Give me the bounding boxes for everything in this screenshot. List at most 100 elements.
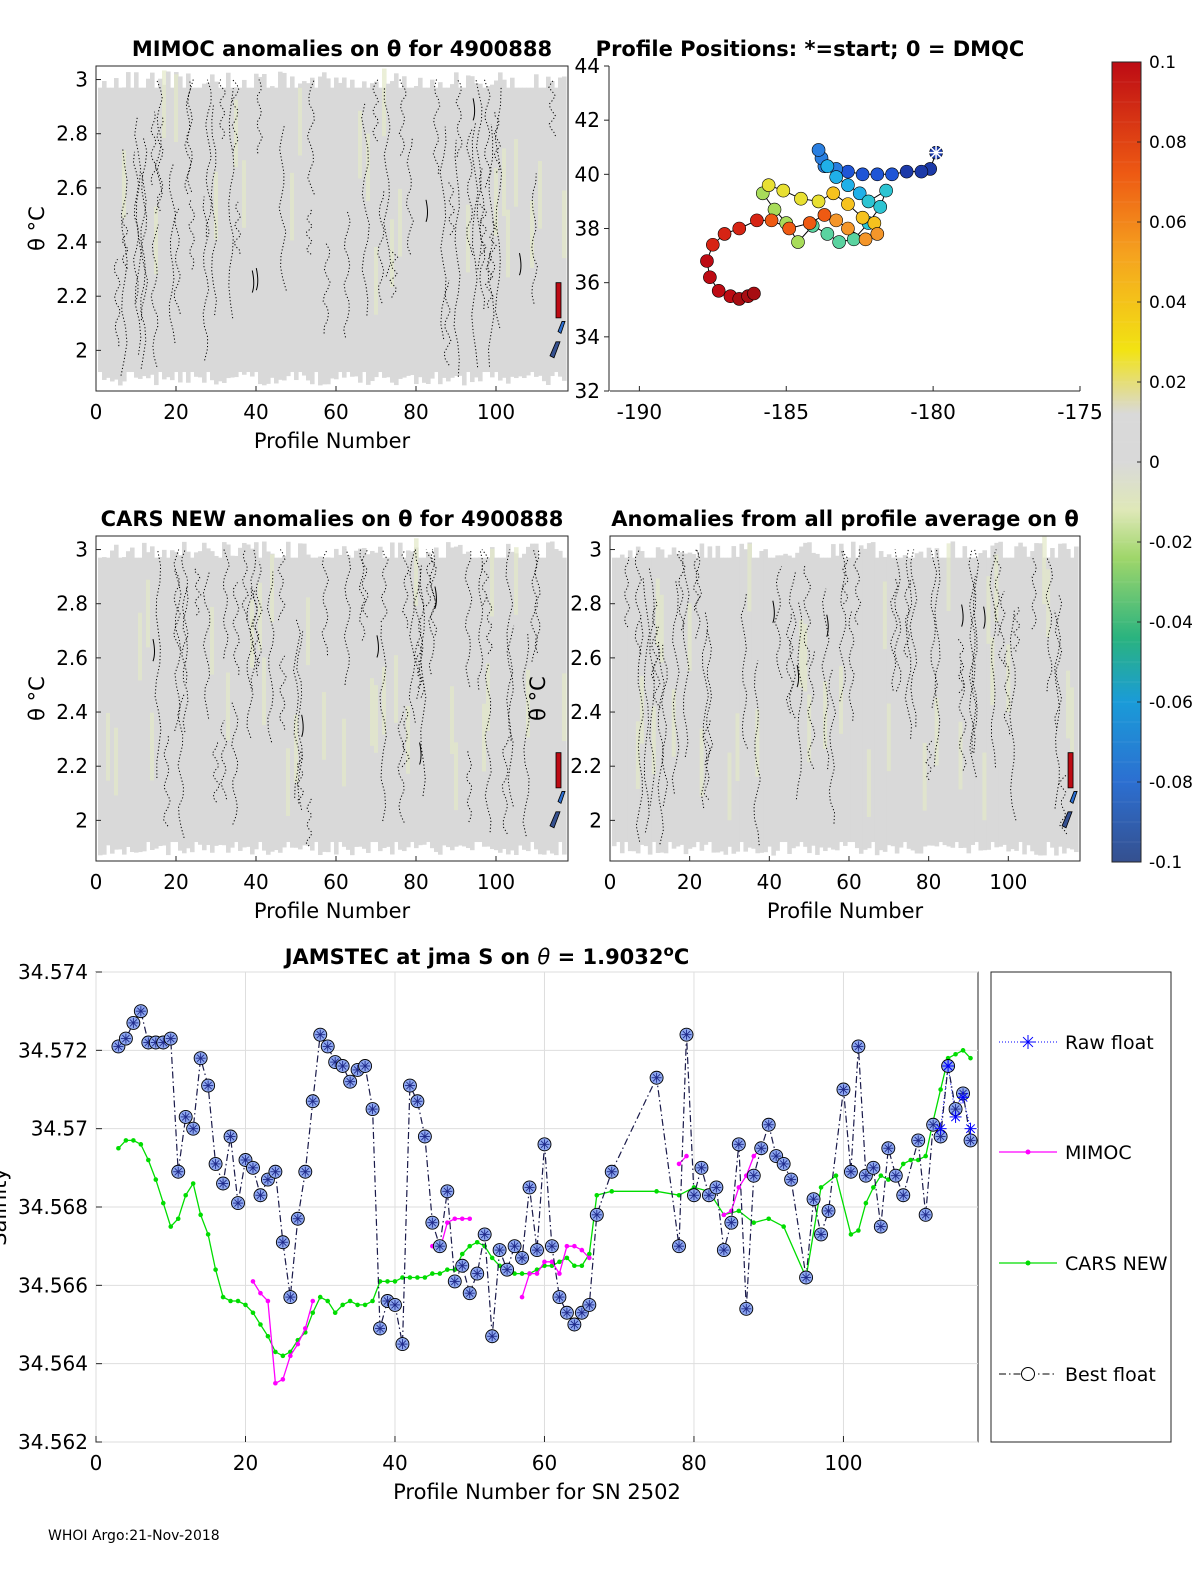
cars-new-point [430, 1271, 435, 1276]
cars-new-point [833, 1173, 839, 1178]
cars-new-point [736, 1208, 742, 1214]
y-tick-label: 2 [75, 338, 88, 362]
best-marker-star [488, 1332, 497, 1341]
field-column [186, 73, 191, 383]
field-column [775, 555, 780, 851]
best-marker-star [577, 1308, 586, 1317]
contour-dotted [372, 79, 379, 142]
field-column [715, 545, 721, 853]
field-column [886, 554, 892, 846]
contour-dotted [821, 588, 830, 770]
field-column [502, 79, 507, 378]
cars-new-point [355, 1302, 360, 1308]
best-float-point [268, 1164, 283, 1179]
colorbar-tick-label: -0.02 [1149, 533, 1193, 553]
field-tint [342, 718, 347, 787]
contour-dotted [506, 625, 515, 807]
field-column [1050, 548, 1055, 848]
field-column [554, 549, 559, 856]
contour-dotted [958, 660, 967, 771]
best-float-point [163, 1031, 178, 1046]
colorbar-tick-label: -0.1 [1149, 853, 1182, 873]
panel-cars: 0 20 40 60 80 100 2 2.2 2.4 2.6 2.8 3 CARS NEW anoma… [25, 507, 569, 923]
y-tick-label: 2 [75, 808, 88, 832]
best-marker-star [891, 1171, 900, 1180]
best-marker-star [450, 1277, 459, 1286]
raw-marker-star [936, 1124, 946, 1134]
best-float-point [851, 1039, 866, 1054]
field-column [438, 557, 443, 855]
field-column [735, 556, 741, 852]
field-column [1026, 556, 1031, 846]
x-tick-label: 80 [403, 870, 428, 894]
contour-dotted [249, 549, 258, 690]
field-column [334, 77, 339, 380]
y-tick-label: 36 [575, 271, 600, 295]
best-float-point [739, 1301, 754, 1316]
contour-dotted [246, 585, 254, 738]
best-marker-star [226, 1132, 235, 1141]
field-tint [382, 666, 387, 735]
cars-new-point [250, 1310, 256, 1316]
field-column [354, 87, 359, 377]
cars-new-point [751, 1220, 757, 1225]
field-column [342, 546, 347, 847]
best-float-point [709, 1180, 724, 1195]
raw-float-point [942, 1060, 955, 1072]
mimoc-point [684, 1153, 689, 1159]
contour-dotted [933, 549, 941, 767]
anomaly-blue [1061, 811, 1073, 829]
best-float-point [320, 1039, 335, 1054]
field-column [110, 87, 115, 382]
field-column [434, 87, 439, 373]
field-tint [946, 543, 952, 612]
field-column [358, 87, 363, 383]
cars-new-point [564, 1255, 570, 1261]
field-column [615, 557, 621, 843]
field-column [362, 547, 367, 849]
best-float-point [873, 1219, 888, 1234]
footer-credit: WHOI Argo:21-Nov-2018 [48, 1528, 220, 1544]
field-column [918, 551, 924, 854]
field-tint [1066, 670, 1071, 739]
allavg-title: Anomalies from all profile average on θ [611, 507, 1079, 531]
cars-new-point [422, 1275, 428, 1280]
field-column [878, 551, 884, 851]
best-marker-star [555, 1293, 564, 1301]
best-marker-star [465, 1289, 474, 1298]
field-column [354, 550, 359, 847]
best-marker-star [323, 1042, 332, 1051]
best-marker-star [734, 1140, 743, 1149]
field-column [906, 557, 912, 849]
field-column [138, 557, 143, 853]
field-tint [414, 538, 419, 606]
contour-dotted [484, 663, 492, 833]
raw-marker-star [965, 1124, 976, 1134]
field-column [787, 555, 792, 854]
contour-dotted [218, 79, 227, 140]
field-tint [655, 578, 661, 647]
field-tint [958, 721, 964, 790]
field-column [958, 557, 964, 848]
field-column [938, 557, 944, 843]
field-tint [803, 623, 808, 692]
field-tint [530, 200, 535, 268]
field-column [138, 87, 143, 379]
best-float-point [395, 1337, 410, 1352]
best-marker-star [189, 1124, 198, 1133]
field-column [194, 552, 199, 843]
best-marker-star [510, 1242, 519, 1251]
cars-new-point [243, 1302, 248, 1308]
best-float-point [537, 1137, 552, 1152]
position-point [782, 221, 796, 236]
field-tint [226, 672, 231, 741]
position-point [885, 167, 899, 182]
contour-dotted [186, 79, 194, 192]
cars-new-point [579, 1263, 585, 1269]
field-column [438, 82, 443, 385]
y-tick-label: 2.2 [56, 754, 88, 778]
field-column [394, 73, 399, 386]
position-point [829, 170, 843, 184]
best-float-point [582, 1297, 597, 1312]
cars-new-point [235, 1298, 241, 1304]
